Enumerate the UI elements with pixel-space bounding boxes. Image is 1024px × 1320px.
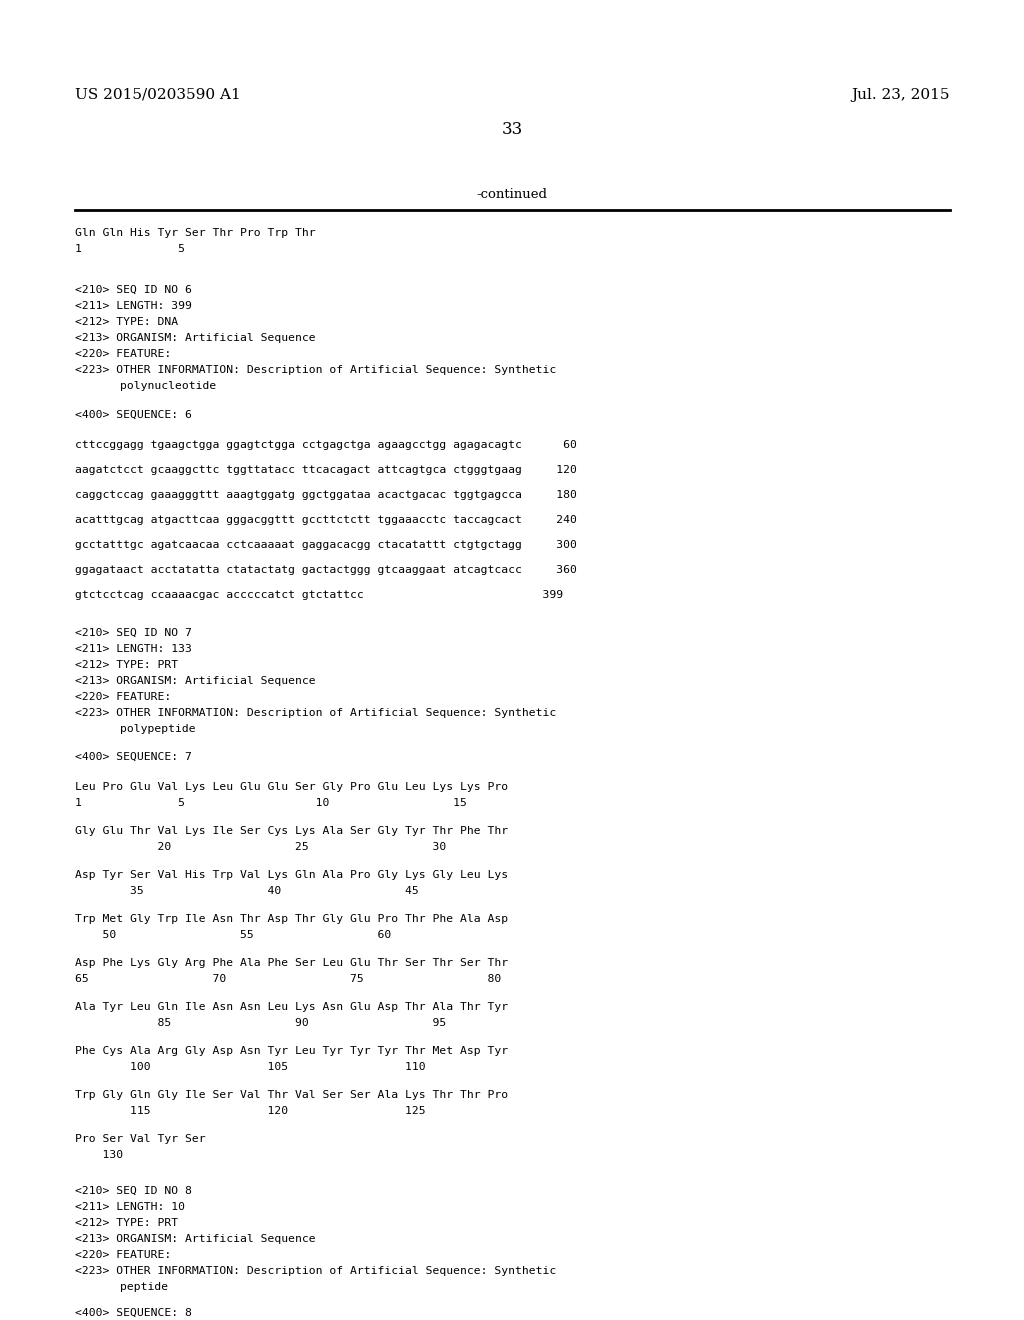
Text: Asp Tyr Ser Val His Trp Val Lys Gln Ala Pro Gly Lys Gly Leu Lys: Asp Tyr Ser Val His Trp Val Lys Gln Ala …	[75, 870, 508, 880]
Text: 33: 33	[502, 121, 522, 139]
Text: <220> FEATURE:: <220> FEATURE:	[75, 348, 171, 359]
Text: 115                 120                 125: 115 120 125	[75, 1106, 426, 1115]
Text: 1              5: 1 5	[75, 244, 185, 253]
Text: <223> OTHER INFORMATION: Description of Artificial Sequence: Synthetic: <223> OTHER INFORMATION: Description of …	[75, 366, 556, 375]
Text: <211> LENGTH: 10: <211> LENGTH: 10	[75, 1203, 185, 1212]
Text: Phe Cys Ala Arg Gly Asp Asn Tyr Leu Tyr Tyr Tyr Thr Met Asp Tyr: Phe Cys Ala Arg Gly Asp Asn Tyr Leu Tyr …	[75, 1045, 508, 1056]
Text: polypeptide: polypeptide	[120, 723, 196, 734]
Text: Asp Phe Lys Gly Arg Phe Ala Phe Ser Leu Glu Thr Ser Thr Ser Thr: Asp Phe Lys Gly Arg Phe Ala Phe Ser Leu …	[75, 958, 508, 968]
Text: Jul. 23, 2015: Jul. 23, 2015	[852, 88, 950, 102]
Text: -continued: -continued	[476, 189, 548, 202]
Text: 1              5                   10                  15: 1 5 10 15	[75, 799, 467, 808]
Text: Ala Tyr Leu Gln Ile Asn Asn Leu Lys Asn Glu Asp Thr Ala Thr Tyr: Ala Tyr Leu Gln Ile Asn Asn Leu Lys Asn …	[75, 1002, 508, 1012]
Text: gtctcctcag ccaaaacgac acccccatct gtctattcc                          399: gtctcctcag ccaaaacgac acccccatct gtctatt…	[75, 590, 563, 601]
Text: <223> OTHER INFORMATION: Description of Artificial Sequence: Synthetic: <223> OTHER INFORMATION: Description of …	[75, 708, 556, 718]
Text: <400> SEQUENCE: 8: <400> SEQUENCE: 8	[75, 1308, 191, 1317]
Text: <210> SEQ ID NO 6: <210> SEQ ID NO 6	[75, 285, 191, 294]
Text: 130: 130	[75, 1150, 123, 1160]
Text: acatttgcag atgacttcaa gggacggttt gccttctctt tggaaacctc taccagcact     240: acatttgcag atgacttcaa gggacggttt gccttct…	[75, 515, 577, 525]
Text: Leu Pro Glu Val Lys Leu Glu Glu Ser Gly Pro Glu Leu Lys Lys Pro: Leu Pro Glu Val Lys Leu Glu Glu Ser Gly …	[75, 781, 508, 792]
Text: <211> LENGTH: 399: <211> LENGTH: 399	[75, 301, 191, 312]
Text: Trp Gly Gln Gly Ile Ser Val Thr Val Ser Ser Ala Lys Thr Thr Pro: Trp Gly Gln Gly Ile Ser Val Thr Val Ser …	[75, 1090, 508, 1100]
Text: <212> TYPE: DNA: <212> TYPE: DNA	[75, 317, 178, 327]
Text: Gln Gln His Tyr Ser Thr Pro Trp Thr: Gln Gln His Tyr Ser Thr Pro Trp Thr	[75, 228, 315, 238]
Text: <213> ORGANISM: Artificial Sequence: <213> ORGANISM: Artificial Sequence	[75, 676, 315, 686]
Text: <212> TYPE: PRT: <212> TYPE: PRT	[75, 660, 178, 671]
Text: 20                  25                  30: 20 25 30	[75, 842, 446, 851]
Text: Pro Ser Val Tyr Ser: Pro Ser Val Tyr Ser	[75, 1134, 206, 1144]
Text: Trp Met Gly Trp Ile Asn Thr Asp Thr Gly Glu Pro Thr Phe Ala Asp: Trp Met Gly Trp Ile Asn Thr Asp Thr Gly …	[75, 913, 508, 924]
Text: <220> FEATURE:: <220> FEATURE:	[75, 1250, 171, 1261]
Text: US 2015/0203590 A1: US 2015/0203590 A1	[75, 88, 241, 102]
Text: ggagataact acctatatta ctatactatg gactactggg gtcaaggaat atcagtcacc     360: ggagataact acctatatta ctatactatg gactact…	[75, 565, 577, 576]
Text: peptide: peptide	[120, 1282, 168, 1292]
Text: 65                  70                  75                  80: 65 70 75 80	[75, 974, 502, 983]
Text: <213> ORGANISM: Artificial Sequence: <213> ORGANISM: Artificial Sequence	[75, 333, 315, 343]
Text: <210> SEQ ID NO 7: <210> SEQ ID NO 7	[75, 628, 191, 638]
Text: <400> SEQUENCE: 7: <400> SEQUENCE: 7	[75, 752, 191, 762]
Text: 85                  90                  95: 85 90 95	[75, 1018, 446, 1028]
Text: gcctatttgc agatcaacaa cctcaaaaat gaggacacgg ctacatattt ctgtgctagg     300: gcctatttgc agatcaacaa cctcaaaaat gaggaca…	[75, 540, 577, 550]
Text: caggctccag gaaagggttt aaagtggatg ggctggataa acactgacac tggtgagcca     180: caggctccag gaaagggttt aaagtggatg ggctgga…	[75, 490, 577, 500]
Text: <210> SEQ ID NO 8: <210> SEQ ID NO 8	[75, 1185, 191, 1196]
Text: polynucleotide: polynucleotide	[120, 381, 216, 391]
Text: <223> OTHER INFORMATION: Description of Artificial Sequence: Synthetic: <223> OTHER INFORMATION: Description of …	[75, 1266, 556, 1276]
Text: 100                 105                 110: 100 105 110	[75, 1063, 426, 1072]
Text: <400> SEQUENCE: 6: <400> SEQUENCE: 6	[75, 411, 191, 420]
Text: <212> TYPE: PRT: <212> TYPE: PRT	[75, 1218, 178, 1228]
Text: cttccggagg tgaagctgga ggagtctgga cctgagctga agaagcctgg agagacagtc      60: cttccggagg tgaagctgga ggagtctgga cctgagc…	[75, 440, 577, 450]
Text: Gly Glu Thr Val Lys Ile Ser Cys Lys Ala Ser Gly Tyr Thr Phe Thr: Gly Glu Thr Val Lys Ile Ser Cys Lys Ala …	[75, 826, 508, 836]
Text: <211> LENGTH: 133: <211> LENGTH: 133	[75, 644, 191, 653]
Text: <213> ORGANISM: Artificial Sequence: <213> ORGANISM: Artificial Sequence	[75, 1234, 315, 1243]
Text: 35                  40                  45: 35 40 45	[75, 886, 419, 896]
Text: <220> FEATURE:: <220> FEATURE:	[75, 692, 171, 702]
Text: 50                  55                  60: 50 55 60	[75, 931, 391, 940]
Text: aagatctcct gcaaggcttc tggttatacc ttcacagact attcagtgca ctgggtgaag     120: aagatctcct gcaaggcttc tggttatacc ttcacag…	[75, 465, 577, 475]
